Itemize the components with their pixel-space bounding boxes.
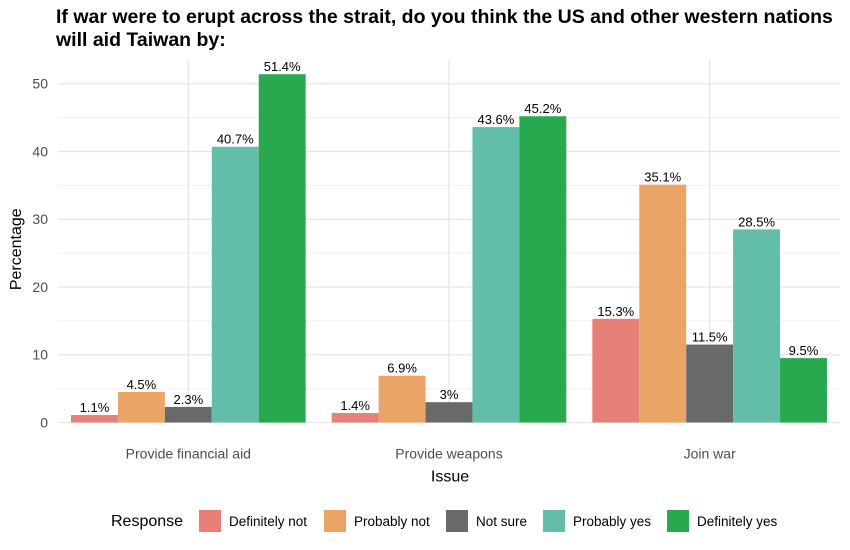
x-tick-label: Provide weapons xyxy=(395,446,502,462)
legend-label: Definitely yes xyxy=(697,513,778,529)
data-label: 51.4% xyxy=(264,59,301,74)
bar-probably-yes xyxy=(472,127,520,423)
bar-probably-not xyxy=(378,375,426,423)
bar-probably-not xyxy=(639,184,687,423)
bar-definitely-not xyxy=(592,318,640,423)
legend-label: Definitely not xyxy=(229,513,308,529)
legend: Response Definitely not Probably not Not s… xyxy=(0,508,850,536)
bar-probably-yes xyxy=(733,229,781,423)
data-label: 40.7% xyxy=(217,132,254,147)
data-label: 3% xyxy=(440,387,459,402)
x-tick-label: Join war xyxy=(684,446,736,462)
legend-swatch xyxy=(446,510,468,532)
data-label: 2.3% xyxy=(174,392,204,407)
axes: 0 10 20 30 40 50 Provide financial aid Provide … xyxy=(8,76,736,486)
y-axis-title: Percentage xyxy=(8,208,25,290)
legend-item: Not sure xyxy=(446,510,527,532)
legend-item: Probably yes xyxy=(543,510,651,532)
data-label: 1.1% xyxy=(80,400,110,415)
y-tick-label: 30 xyxy=(32,211,48,227)
bar-chart: 1.1% 4.5% 2.3% 40.7% 51.4% 1.4% 6.9% 3% 43.6% 45.… xyxy=(8,59,840,486)
data-label: 35.1% xyxy=(644,170,681,185)
bar-definitely-yes xyxy=(780,358,827,423)
bar-not-sure xyxy=(686,344,734,423)
y-tick-label: 40 xyxy=(32,143,48,159)
data-label: 28.5% xyxy=(738,214,775,229)
data-label: 6.9% xyxy=(387,361,417,376)
legend-item: Definitely yes xyxy=(667,510,777,532)
data-label: 4.5% xyxy=(127,377,157,392)
data-label: 9.5% xyxy=(789,343,819,358)
data-label: 45.2% xyxy=(524,101,561,116)
bar-probably-yes xyxy=(211,146,259,423)
legend-item: Probably not xyxy=(324,510,430,532)
legend-swatch xyxy=(543,510,565,532)
bar-not-sure xyxy=(425,402,473,423)
data-label: 1.4% xyxy=(340,398,370,413)
legend-swatch xyxy=(667,510,689,532)
bar-definitely-not xyxy=(331,413,379,423)
data-labels: 1.1% 4.5% 2.3% 40.7% 51.4% 1.4% 6.9% 3% 43.6% 45.… xyxy=(80,59,819,415)
legend-label: Probably not xyxy=(354,513,430,529)
bar-definitely-not xyxy=(71,415,118,423)
bar-definitely-yes xyxy=(258,74,306,423)
y-tick-label: 0 xyxy=(40,415,48,431)
chart-title: If war were to erupt across the strait, … xyxy=(56,6,833,51)
legend-swatch xyxy=(324,510,346,532)
legend-item: Definitely not xyxy=(199,510,307,532)
x-axis-title: Issue xyxy=(431,469,469,486)
y-tick-label: 20 xyxy=(32,279,48,295)
bar-probably-not xyxy=(117,392,165,423)
bar-not-sure xyxy=(164,406,212,423)
data-label: 15.3% xyxy=(597,304,634,319)
bars xyxy=(71,74,827,423)
y-tick-label: 10 xyxy=(32,347,48,363)
legend-title: Response xyxy=(111,513,184,530)
legend-label: Not sure xyxy=(476,513,528,529)
legend-swatch xyxy=(199,510,221,532)
y-tick-label: 50 xyxy=(32,76,48,92)
legend-label: Probably yes xyxy=(573,513,652,529)
bar-definitely-yes xyxy=(519,116,567,423)
data-label: 43.6% xyxy=(477,112,514,127)
x-tick-label: Provide financial aid xyxy=(126,446,251,462)
data-label: 11.5% xyxy=(692,330,728,345)
